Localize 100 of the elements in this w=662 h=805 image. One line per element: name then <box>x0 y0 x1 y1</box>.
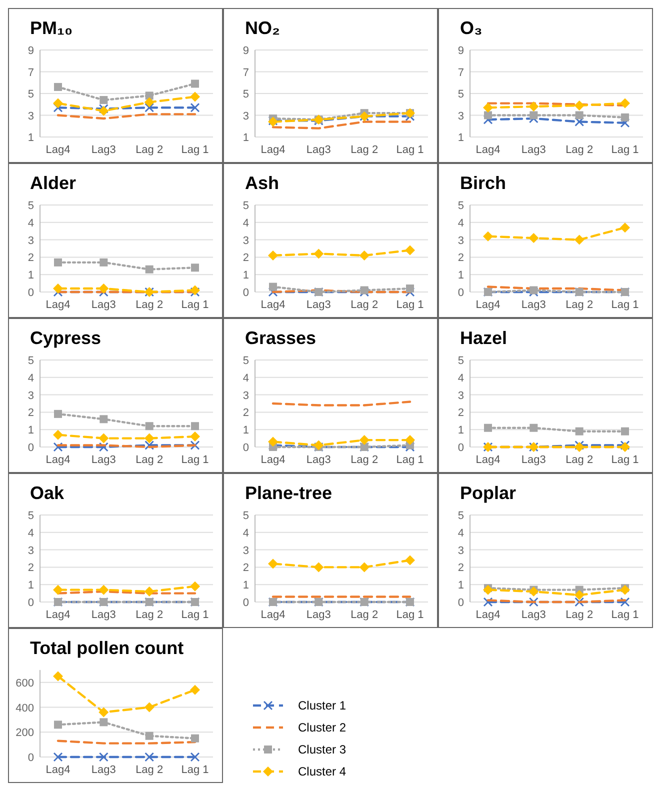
y-tick-label: 1 <box>242 580 249 592</box>
y-tick-label: 5 <box>242 200 249 212</box>
y-tick-label: 3 <box>242 544 249 557</box>
x-tick-label: Lag 1 <box>181 144 209 156</box>
x-tick-label: Lag 2 <box>136 764 164 776</box>
y-tick-label: 5 <box>458 510 464 522</box>
chart-title: Poplar <box>460 483 516 503</box>
x-tick-label: Lag 1 <box>181 454 209 466</box>
y-tick-label: 7 <box>242 66 249 79</box>
x-tick-label: Lag4 <box>476 609 500 621</box>
chart-title: Birch <box>460 173 506 193</box>
y-tick-label: 2 <box>458 252 464 264</box>
y-tick-label: 2 <box>28 407 34 420</box>
y-tick-label: 3 <box>28 390 34 402</box>
y-tick-label: 7 <box>28 66 34 79</box>
chart-title: Ash <box>245 173 280 193</box>
x-tick-label: Lag3 <box>521 144 546 156</box>
x-tick-label: Lag 2 <box>566 299 594 311</box>
x-tick-label: Lag4 <box>46 454 70 466</box>
y-tick-label: 1 <box>28 270 34 282</box>
chart-title: Hazel <box>460 328 508 348</box>
x-tick-label: Lag3 <box>91 144 116 156</box>
x-tick-label: Lag 2 <box>566 609 594 621</box>
y-tick-label: 2 <box>242 407 249 420</box>
chart-title: Plane-tree <box>245 483 332 503</box>
y-tick-label: 1 <box>458 132 464 144</box>
y-tick-label: 3 <box>458 110 464 122</box>
y-tick-label: 4 <box>28 217 34 230</box>
x-tick-label: Lag4 <box>46 764 70 776</box>
y-tick-label: 0 <box>28 597 34 609</box>
legend-label: Cluster 2 <box>298 720 346 734</box>
y-tick-label: 200 <box>16 727 34 740</box>
y-tick-label: 1 <box>28 132 34 144</box>
x-tick-label: Lag3 <box>521 299 546 311</box>
y-tick-label: 2 <box>242 562 249 574</box>
x-tick-label: Lag3 <box>306 609 331 621</box>
y-tick-label: 3 <box>242 110 249 122</box>
y-tick-label: 2 <box>458 407 464 420</box>
y-tick-label: 0 <box>28 752 34 764</box>
y-tick-label: 0 <box>242 287 249 299</box>
x-tick-label: Lag4 <box>260 144 286 156</box>
y-tick-label: 3 <box>28 234 34 247</box>
y-tick-label: 2 <box>242 252 249 264</box>
legend-label: Cluster 4 <box>298 764 346 778</box>
y-tick-label: 2 <box>28 252 34 264</box>
x-tick-label: Lag3 <box>306 144 331 156</box>
y-tick-label: 5 <box>28 88 34 100</box>
x-tick-label: Lag3 <box>91 299 116 311</box>
y-tick-label: 5 <box>458 200 464 212</box>
chart-title: Cypress <box>30 328 102 348</box>
x-tick-label: Lag 1 <box>396 299 424 311</box>
y-tick-label: 1 <box>458 580 464 592</box>
y-tick-label: 1 <box>458 270 464 282</box>
x-tick-label: Lag3 <box>306 454 331 466</box>
y-tick-label: 4 <box>28 527 34 540</box>
legend-label: Cluster 3 <box>298 742 346 756</box>
y-tick-label: 5 <box>458 88 464 100</box>
y-tick-label: 0 <box>28 442 34 454</box>
chart-title: NO₂ <box>245 18 280 38</box>
y-tick-label: 0 <box>458 287 464 299</box>
chart-title: Alder <box>30 173 76 193</box>
y-tick-label: 1 <box>242 424 249 437</box>
y-tick-label: 0 <box>28 287 34 299</box>
y-tick-label: 3 <box>28 110 34 122</box>
y-tick-label: 0 <box>242 597 249 609</box>
y-tick-label: 2 <box>458 562 464 574</box>
x-tick-label: Lag4 <box>476 454 500 466</box>
y-tick-label: 3 <box>458 544 464 557</box>
y-tick-label: 600 <box>16 677 34 690</box>
x-tick-label: Lag3 <box>91 609 116 621</box>
x-tick-label: Lag4 <box>260 299 286 311</box>
y-tick-label: 3 <box>242 234 249 247</box>
chart-title: Total pollen count <box>30 638 184 658</box>
x-tick-label: Lag3 <box>306 299 331 311</box>
x-tick-label: Lag 2 <box>136 609 164 621</box>
y-tick-label: 5 <box>28 510 34 522</box>
y-tick-label: 4 <box>458 217 464 230</box>
chart-title: Oak <box>30 483 66 503</box>
x-tick-label: Lag4 <box>476 144 500 156</box>
x-tick-label: Lag4 <box>46 609 70 621</box>
y-tick-label: 1 <box>242 270 249 282</box>
x-tick-label: Lag 2 <box>566 454 594 466</box>
y-tick-label: 4 <box>458 527 464 540</box>
y-tick-label: 3 <box>242 390 249 402</box>
x-tick-label: Lag 2 <box>136 454 164 466</box>
y-tick-label: 3 <box>458 234 464 247</box>
y-tick-label: 3 <box>458 390 464 402</box>
x-tick-label: Lag 1 <box>611 609 639 621</box>
x-tick-label: Lag 1 <box>181 609 209 621</box>
x-tick-label: Lag 2 <box>566 144 594 156</box>
x-tick-label: Lag 2 <box>350 299 378 311</box>
x-tick-label: Lag 2 <box>350 144 378 156</box>
x-tick-label: Lag 1 <box>611 144 639 156</box>
x-tick-label: Lag 1 <box>396 454 424 466</box>
y-tick-label: 0 <box>242 442 249 454</box>
y-tick-label: 0 <box>458 597 464 609</box>
chart-title: Grasses <box>245 328 316 348</box>
x-tick-label: Lag 2 <box>350 609 378 621</box>
x-tick-label: Lag 1 <box>181 764 209 776</box>
y-tick-label: 7 <box>458 66 464 79</box>
